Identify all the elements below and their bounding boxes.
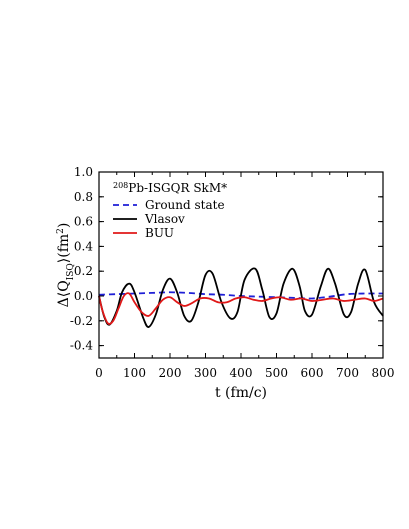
y-tick-label: 0.8: [74, 190, 93, 204]
legend-label: BUU: [145, 226, 174, 240]
x-tick-label: 700: [336, 366, 359, 380]
series-line-vlasov: [98, 267, 384, 328]
y-tick-label: 0.0: [74, 289, 93, 303]
x-tick-label: 800: [372, 366, 395, 380]
y-tick-label: -0.4: [70, 339, 94, 353]
x-tick-label: 200: [159, 366, 182, 380]
x-tick-label: 300: [194, 366, 217, 380]
x-axis-label: t (fm/c): [215, 385, 267, 401]
x-tick-label: 100: [123, 366, 146, 380]
series-line-buu: [98, 292, 384, 325]
x-tick-label: 400: [230, 366, 253, 380]
plot-frame: [98, 171, 384, 359]
x-tick-label: 500: [265, 366, 288, 380]
x-tick-label: 0: [95, 366, 103, 380]
legend-label: Vlasov: [144, 212, 185, 226]
y-tick-label: -0.2: [70, 314, 93, 328]
series-layer: [98, 267, 384, 328]
chart-title: 208Pb-ISGQR SkM*: [113, 181, 227, 196]
y-tick-label: 0.2: [74, 264, 93, 278]
y-tick-label: 0.4: [74, 239, 93, 253]
y-axis-label: Δ⟨QISQ⟩(fm2): [56, 223, 76, 308]
axes-layer: 0 100 200 300 400 500 600 700 800 -0.4 -0.2 0.0 0.2 0…: [56, 165, 394, 401]
x-tick-label: 600: [301, 366, 324, 380]
y-tick-label: 1.0: [74, 165, 93, 179]
y-tick-label: 0.6: [74, 215, 93, 229]
legend-label: Ground state: [145, 198, 225, 212]
